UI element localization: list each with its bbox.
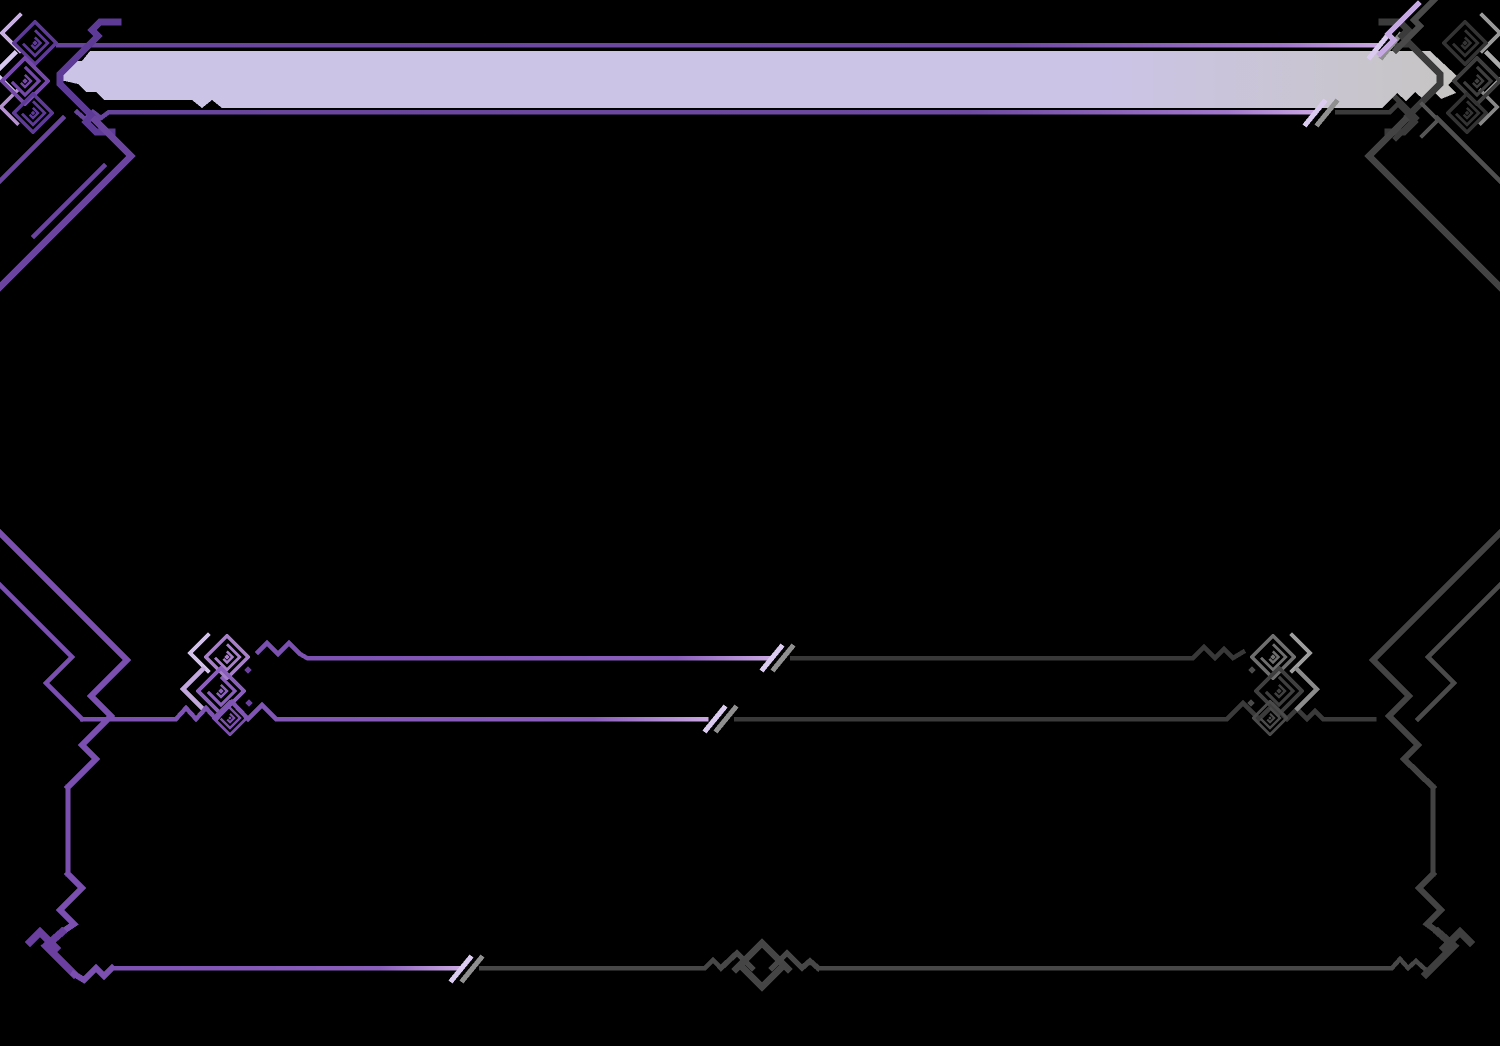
chevron-left-icon	[187, 631, 212, 675]
top-banner	[55, 18, 1457, 142]
divider-upper-line	[254, 639, 1247, 673]
diamond-dot-icon	[1248, 666, 1256, 674]
slash-break-icon	[702, 704, 739, 734]
banner-right-endcap-zig	[1392, 94, 1420, 142]
slash-break-icon	[448, 954, 485, 984]
banner-bottom-border	[73, 108, 1318, 122]
banner-left-endcap	[56, 18, 122, 136]
bottom-center-diamond-zigzag	[717, 938, 822, 992]
divider-lower-line	[79, 698, 1377, 734]
banner-right-endcap-zig2	[1419, 101, 1441, 139]
panel-left-hook	[24, 926, 62, 954]
top-left-ornament	[0, 11, 58, 134]
slash-break-icon	[759, 643, 796, 673]
fret-diamond-icon	[1452, 56, 1500, 106]
panel-bottom-edge-gray	[478, 956, 725, 972]
top-left-diagonals	[0, 114, 136, 292]
panel-right-corner	[1420, 926, 1460, 980]
diamond-dot-icon	[244, 666, 252, 674]
bottom-panel-border	[24, 784, 1476, 992]
slash-break-icon	[1302, 98, 1340, 128]
banner-fill	[56, 51, 1457, 108]
fret-diamond-icon	[12, 20, 58, 66]
chevron-right-icon	[1288, 631, 1313, 675]
top-right-diagonals	[1364, 0, 1500, 292]
banner-bottom-border-gray	[1334, 100, 1410, 116]
panel-left-corner	[40, 926, 80, 980]
mid-right-junction	[1368, 528, 1500, 792]
diamond-dot-icon	[245, 699, 253, 707]
fret-diamond-icon	[1442, 20, 1488, 66]
panel-right-hook	[1438, 926, 1476, 954]
mid-left-junction	[0, 528, 132, 792]
